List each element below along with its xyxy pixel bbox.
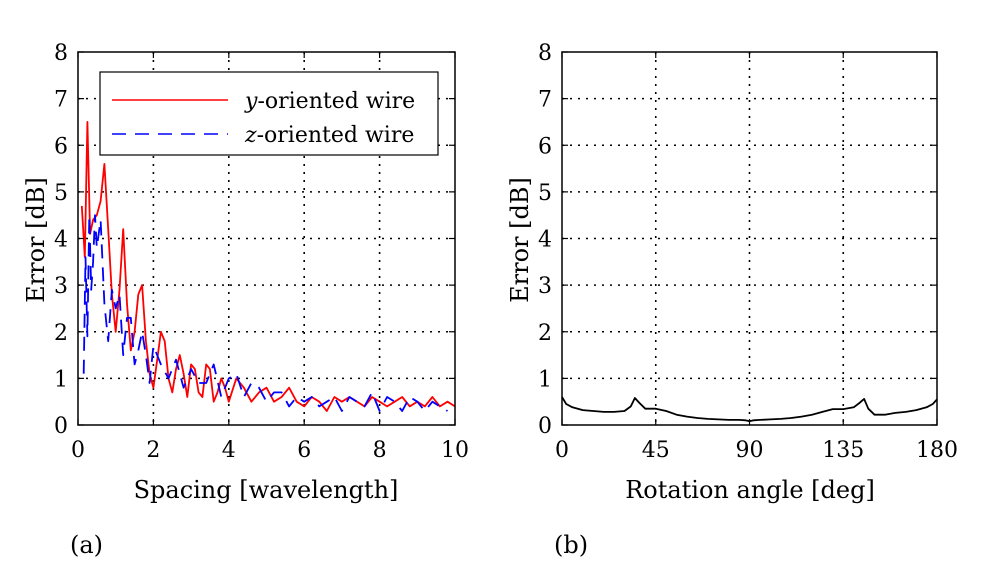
panel-a-label: (a) xyxy=(70,531,103,559)
legend-label-y-wire: y-oriented wire xyxy=(244,89,415,114)
panel-b-x-axis-label: Rotation angle [deg] xyxy=(625,476,875,504)
y-tick-label: 5 xyxy=(54,181,68,206)
panel-b-series xyxy=(561,396,938,423)
x-tick-label: 0 xyxy=(555,438,569,463)
y-tick-label: 6 xyxy=(54,134,68,159)
panel-a-series xyxy=(80,121,456,412)
y-tick-label: 2 xyxy=(54,321,68,346)
panel-a-x-axis-label: Spacing [wavelength] xyxy=(134,476,399,504)
y-tick-label: 8 xyxy=(538,41,552,66)
y-tick-label: 1 xyxy=(538,367,552,392)
x-tick-label: 135 xyxy=(822,438,864,463)
y-tick-label: 0 xyxy=(538,414,552,439)
y-tick-label: 8 xyxy=(54,41,68,66)
panel-b-y-axis-label: Error [dB] xyxy=(506,177,534,303)
panel-a-y-axis-label: Error [dB] xyxy=(22,177,50,303)
x-tick-label: 45 xyxy=(642,438,670,463)
y-tick-label: 7 xyxy=(54,88,68,113)
legend-box xyxy=(99,71,439,156)
x-tick-label: 8 xyxy=(373,438,387,463)
y-tick-label: 3 xyxy=(538,274,552,299)
panel-b-grid xyxy=(562,52,937,425)
legend-label-z-wire: z-oriented wire xyxy=(244,123,414,148)
y-tick-label: 6 xyxy=(538,134,552,159)
legend-label-y-wire-rest: -oriented wire xyxy=(257,89,415,114)
x-tick-label: 10 xyxy=(441,438,469,463)
legend-label-z-wire-rest: -oriented wire xyxy=(257,123,415,148)
x-tick-label: 4 xyxy=(222,438,236,463)
series-line-1 xyxy=(82,214,448,412)
y-tick-label: 2 xyxy=(538,321,552,346)
series-line-0 xyxy=(80,121,456,412)
y-tick-label: 3 xyxy=(54,274,68,299)
y-tick-label: 5 xyxy=(538,181,552,206)
y-tick-label: 4 xyxy=(538,228,552,253)
panel-b-label: (b) xyxy=(554,531,588,559)
legend-label-z-wire-italic: z xyxy=(244,123,257,148)
y-tick-label: 1 xyxy=(54,367,68,392)
panel-a-ticks: 0 2 4 6 8 10 0 1 2 3 4 5 6 7 8 xyxy=(54,41,469,463)
y-tick-label: 0 xyxy=(54,414,68,439)
x-tick-label: 0 xyxy=(71,438,85,463)
y-tick-label: 7 xyxy=(538,88,552,113)
legend-label-y-wire-italic: y xyxy=(244,89,258,114)
x-tick-label: 2 xyxy=(146,438,160,463)
x-tick-label: 180 xyxy=(916,438,958,463)
y-tick-label: 4 xyxy=(54,228,68,253)
x-tick-label: 90 xyxy=(736,438,764,463)
x-tick-label: 6 xyxy=(297,438,311,463)
series-line-0 xyxy=(561,396,938,423)
panel-a-legend: y-oriented wire z-oriented wire xyxy=(99,71,439,156)
